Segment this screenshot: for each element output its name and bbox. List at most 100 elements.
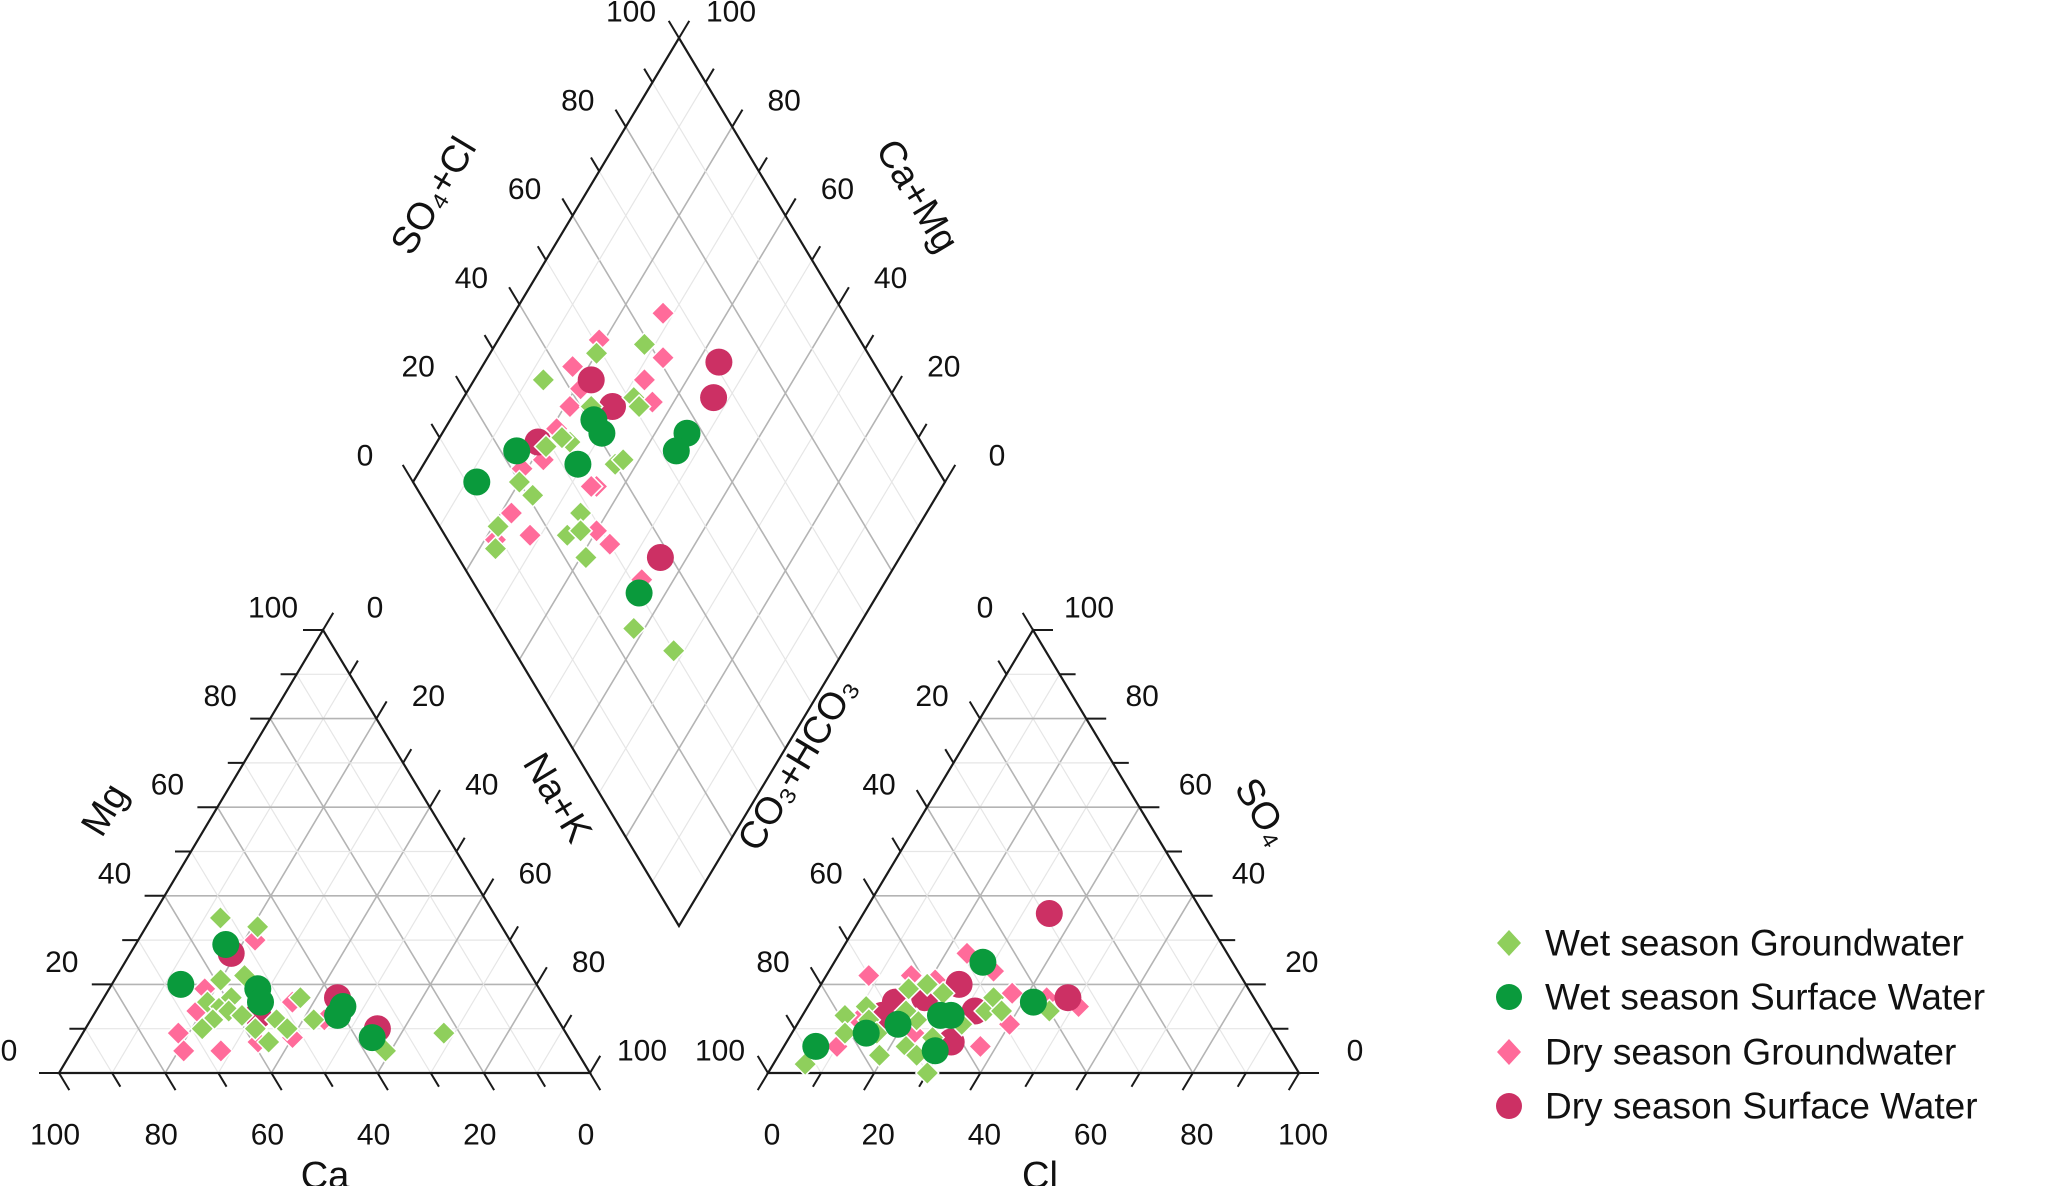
diamond-point-wet-gw [661,638,687,664]
diamond-point-dry-sw [577,366,605,394]
cation-left-axis-title: Mg [73,777,136,844]
so4cl-axis-tick [483,334,494,350]
cl-axis-tick [969,1072,982,1091]
hco3-axis-tick [968,700,981,720]
ca-axis-tick [164,1072,177,1091]
cation-point-dry-gw [208,1038,234,1064]
ca-axis-tick [323,1072,334,1088]
diamond-point-wet-sw [588,419,616,447]
nak-axis-tick [428,789,441,808]
camg-axis-tick [837,286,850,305]
diamond-point-dry-sw [700,384,728,412]
legend-item-wet-sw: Wet season Surface Water [1496,977,1985,1018]
diamond-point-wet-gw [568,518,594,544]
diamond-point-wet-gw [520,482,546,508]
cation-point-wet-gw [431,1020,457,1046]
cation-triangle-gridline [111,673,351,1074]
diamond-point-dry-gw [650,345,676,371]
diamond-point-dry-gw [578,473,604,500]
cl-axis-tick-label: 40 [968,1119,1001,1152]
cation-point-wet-gw [207,905,233,931]
ca-axis-tick-label: 20 [463,1119,496,1152]
so4-axis-tick-label: 100 [1064,592,1114,625]
diamond-gridline [545,259,813,705]
label-layer: 0 20 40 60 80 100 0 20 40 60 80 100 0 20 40 60 80 100 0 20 4… [1,0,1364,1152]
anion-triangle-gridline [1032,851,1167,1074]
so4cl-axis-tick [643,68,654,83]
cl-axis-tick [1130,1072,1141,1088]
diamond-right-axis-title: Ca+Mg [867,132,967,260]
diamond-point-wet-gw [626,393,652,420]
cl-axis-tick [1287,1072,1300,1091]
legend-label: Wet season Groundwater [1545,923,1964,964]
cation-triangle-gridline [111,983,166,1074]
so4cl-axis-tick [536,245,547,261]
cl-axis-tick-label: 100 [1278,1119,1328,1152]
nak-axis-tick [402,748,413,764]
anion-triangle-gridline [1245,1028,1273,1074]
so4-axis-tick-label: 40 [1232,857,1265,890]
diamond-point-dry-gw [650,300,676,326]
nak-axis-tick [562,1014,573,1030]
so4cl-axis-tick-label: 100 [606,0,656,29]
ca-axis-tick [376,1072,389,1091]
ca-axis-tick [589,1072,602,1091]
so4cl-axis-tick-label: 40 [455,262,488,295]
legend-circle-marker [1496,1093,1522,1119]
legend-item-dry-sw: Dry season Surface Water [1496,1086,1978,1127]
legend: Wet season Groundwater Wet season Surfac… [1496,923,1985,1127]
cation-triangle-gridline [84,1028,113,1074]
anion-point-wet-sw [852,1019,880,1047]
cation-point-wet-sw [212,931,240,958]
cl-axis-tick [1075,1072,1088,1091]
so4cl-axis-tick-label: 0 [357,440,374,473]
so4cl-axis-tick [614,109,627,128]
cation-triangle-gridline [536,1028,564,1074]
cation-point-wet-gw [256,1029,282,1055]
cation-bottom-axis-title: Ca [301,1155,350,1186]
legend-label: Dry season Groundwater [1545,1032,1956,1073]
diamond-point-dry-gw [557,393,583,420]
anion-point-wet-gw [989,998,1015,1024]
hco3-axis-tick-label: 100 [695,1035,745,1068]
anion-point-wet-sw [1019,988,1047,1016]
nak-axis-tick [375,700,388,720]
mg-axis-tick-label: 40 [98,857,131,890]
camg-axis-tick [784,197,797,217]
hco3-axis-tick [891,837,902,853]
hco3-axis-tick [862,878,875,897]
cation-triangle-gridline [430,939,511,1074]
cation-point-wet-gw [229,1002,255,1028]
diamond-point-wet-gw [610,447,636,473]
cl-axis-tick [863,1072,876,1091]
camg-axis-tick [757,156,768,172]
anion-left-axis-title: CO₃+HCO₃ [730,670,866,858]
cl-axis-tick [1236,1072,1247,1088]
ca-axis-tick-label: 100 [30,1119,80,1152]
ca-axis-tick-label: 40 [357,1119,390,1152]
nak-axis-tick [482,878,495,897]
camg-axis-tick [944,464,957,483]
axis-layer [39,20,1319,1091]
diamond-point-dry-sw [599,393,626,420]
so4cl-axis-tick-label: 60 [508,173,541,206]
cation-point-wet-sw [167,970,195,998]
so4-axis-tick-label: 0 [1347,1035,1364,1068]
legend-label: Dry season Surface Water [1545,1086,1978,1127]
anion-point-wet-sw [802,1032,830,1060]
diamond-point-dry-sw [705,348,733,376]
diamond-left-axis-title: SO₄+Cl [383,130,485,262]
legend-diamond-marker [1497,1039,1521,1065]
diamond-gridline [598,170,866,616]
ca-axis-tick [217,1072,228,1088]
mg-axis-tick-label: 20 [45,946,78,979]
cl-axis-tick [812,1072,822,1088]
ca-axis-tick [58,1072,71,1091]
anion-point-dry-gw [999,980,1025,1006]
cl-axis-tick-label: 80 [1180,1119,1213,1152]
cation-triangle-gridline [323,851,458,1074]
legend-diamond-marker [1497,930,1521,956]
diamond-point-wet-gw [485,513,511,539]
mg-axis-tick-label: 80 [204,680,237,713]
